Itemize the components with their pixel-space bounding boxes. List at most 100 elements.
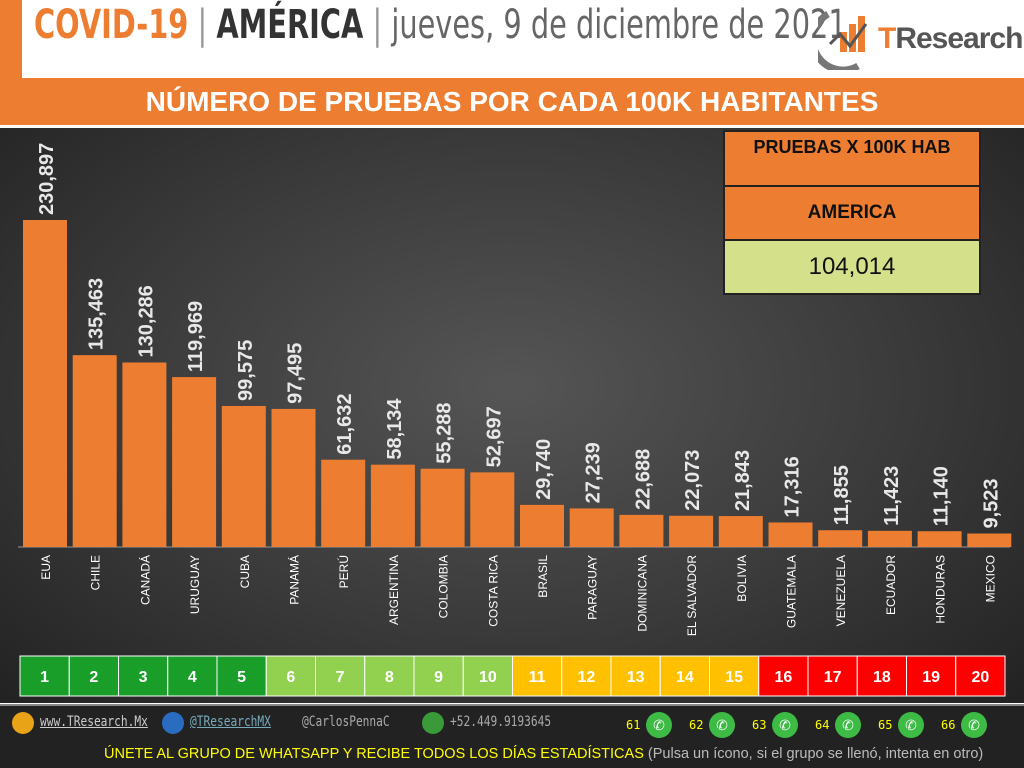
rank-label: 6	[286, 669, 295, 686]
footer: www.TResearch.Mx @TResearchMX @CarlosPen…	[0, 704, 1024, 768]
rank-cell	[610, 655, 661, 697]
rank-label: 1	[40, 669, 49, 686]
rank-cell	[758, 655, 809, 697]
rank-cell	[906, 655, 957, 697]
separator: |	[197, 2, 208, 48]
category-label: CHILE	[89, 555, 103, 590]
website-link[interactable]: www.TResearch.Mx	[40, 714, 148, 730]
category-label: ARGENTINA	[387, 555, 401, 625]
group-number: 64	[815, 718, 830, 732]
category-label: BOLIVIA	[735, 555, 749, 602]
group-number: 65	[878, 718, 893, 732]
category-label: EL SALVADOR	[685, 555, 699, 636]
bar	[172, 377, 217, 547]
twitter-icon	[162, 712, 184, 734]
bar	[271, 408, 316, 547]
bar	[321, 459, 366, 547]
data-label: 97,495	[285, 343, 307, 404]
whatsapp-icon[interactable]: ✆	[898, 712, 924, 738]
category-label: PARAGUAY	[586, 555, 600, 620]
rank-cell	[315, 655, 366, 697]
header: COVID-19 | AMÉRICA | jueves, 9 de diciem…	[0, 0, 1024, 78]
rank-label: 8	[385, 669, 394, 686]
data-label: 55,288	[434, 403, 456, 464]
whatsapp-icon[interactable]: ✆	[646, 712, 672, 738]
rank-label: 11	[529, 669, 546, 686]
category-label: PANAMÁ	[287, 555, 302, 605]
rank-cell	[216, 655, 267, 697]
category-label: CUBA	[238, 555, 252, 588]
personal-handle: @CarlosPennaC	[302, 714, 390, 730]
category-label: VENEZUELA	[834, 555, 848, 626]
bar-chart: 230,897 EUA 1 135,463 CHILE 2 130,286 CANADÁ 3 11…	[18, 143, 1012, 697]
data-label: 230,897	[36, 143, 58, 215]
whatsapp-icon[interactable]: ✆	[961, 712, 987, 738]
category-label: COLOMBIA	[437, 555, 451, 618]
bar	[917, 531, 962, 547]
data-label: 9,523	[980, 478, 1002, 528]
category-label: COSTA RICA	[486, 555, 500, 627]
category-label: URUGUAY	[188, 555, 202, 614]
rank-cell	[68, 655, 119, 697]
bar	[818, 530, 863, 547]
category-label: EUA	[39, 555, 53, 580]
group-number: 61	[626, 718, 641, 732]
join-note: (Pulsa un ícono, si el grupo se llenó, i…	[647, 746, 984, 762]
group-number: 63	[752, 718, 767, 732]
rank-label: 17	[824, 669, 842, 686]
data-label: 52,697	[483, 406, 505, 467]
rank-cell	[265, 655, 316, 697]
data-label: 22,073	[682, 450, 704, 511]
bar	[420, 468, 465, 547]
category-label: ECUADOR	[884, 555, 898, 615]
bar	[569, 508, 614, 547]
rank-label: 2	[89, 669, 98, 686]
summary-value: 104,014	[725, 241, 979, 293]
rank-label: 19	[922, 669, 940, 686]
rank-label: 7	[336, 669, 345, 686]
join-message: ÚNETE AL GRUPO DE WHATSAPP Y RECIBE TODO…	[104, 746, 644, 762]
bar	[619, 514, 664, 547]
group-number: 62	[689, 718, 704, 732]
category-label: GUATEMALA	[785, 555, 799, 628]
category-label: BRASIL	[536, 555, 550, 598]
bar	[470, 472, 515, 547]
data-label: 130,286	[135, 285, 157, 357]
bar	[122, 362, 167, 547]
rank-cell	[118, 655, 169, 697]
whatsapp-icon[interactable]: ✆	[772, 712, 798, 738]
rank-cell	[167, 655, 218, 697]
data-label: 29,740	[533, 439, 555, 500]
logo-chart-icon	[809, 10, 868, 74]
covid-label: COVID-19	[34, 2, 189, 48]
bar	[718, 516, 763, 547]
date-label: jueves, 9 de diciembre de 2021	[391, 2, 847, 48]
bar	[72, 355, 117, 547]
rank-label: 9	[434, 669, 443, 686]
data-label: 27,239	[583, 442, 605, 503]
category-label: MEXICO	[983, 555, 997, 602]
accent-stripe	[0, 0, 22, 78]
bar	[221, 405, 266, 547]
whatsapp-icon[interactable]: ✆	[709, 712, 735, 738]
bar	[967, 533, 1012, 547]
whatsapp-icon[interactable]: ✆	[835, 712, 861, 738]
rank-label: 16	[774, 669, 792, 686]
rank-label: 5	[237, 669, 246, 686]
tresearch-logo: TResearch	[809, 4, 1023, 74]
rank-cell	[856, 655, 907, 697]
category-label: CANADÁ	[137, 555, 152, 605]
globe-icon	[12, 712, 34, 734]
rank-cell	[807, 655, 858, 697]
rank-label: 13	[627, 669, 645, 686]
bar	[23, 220, 67, 547]
twitter-link[interactable]: @TResearchMX	[190, 714, 271, 730]
bar	[370, 464, 415, 547]
rank-cell	[955, 655, 1006, 697]
category-label: HONDURAS	[934, 555, 948, 624]
data-label: 119,969	[185, 301, 207, 372]
rank-cell	[462, 655, 513, 697]
group-number: 66	[941, 718, 956, 732]
summary-box: PRUEBAS X 100K HAB AMERICA 104,014	[723, 130, 981, 295]
bar	[669, 515, 714, 547]
